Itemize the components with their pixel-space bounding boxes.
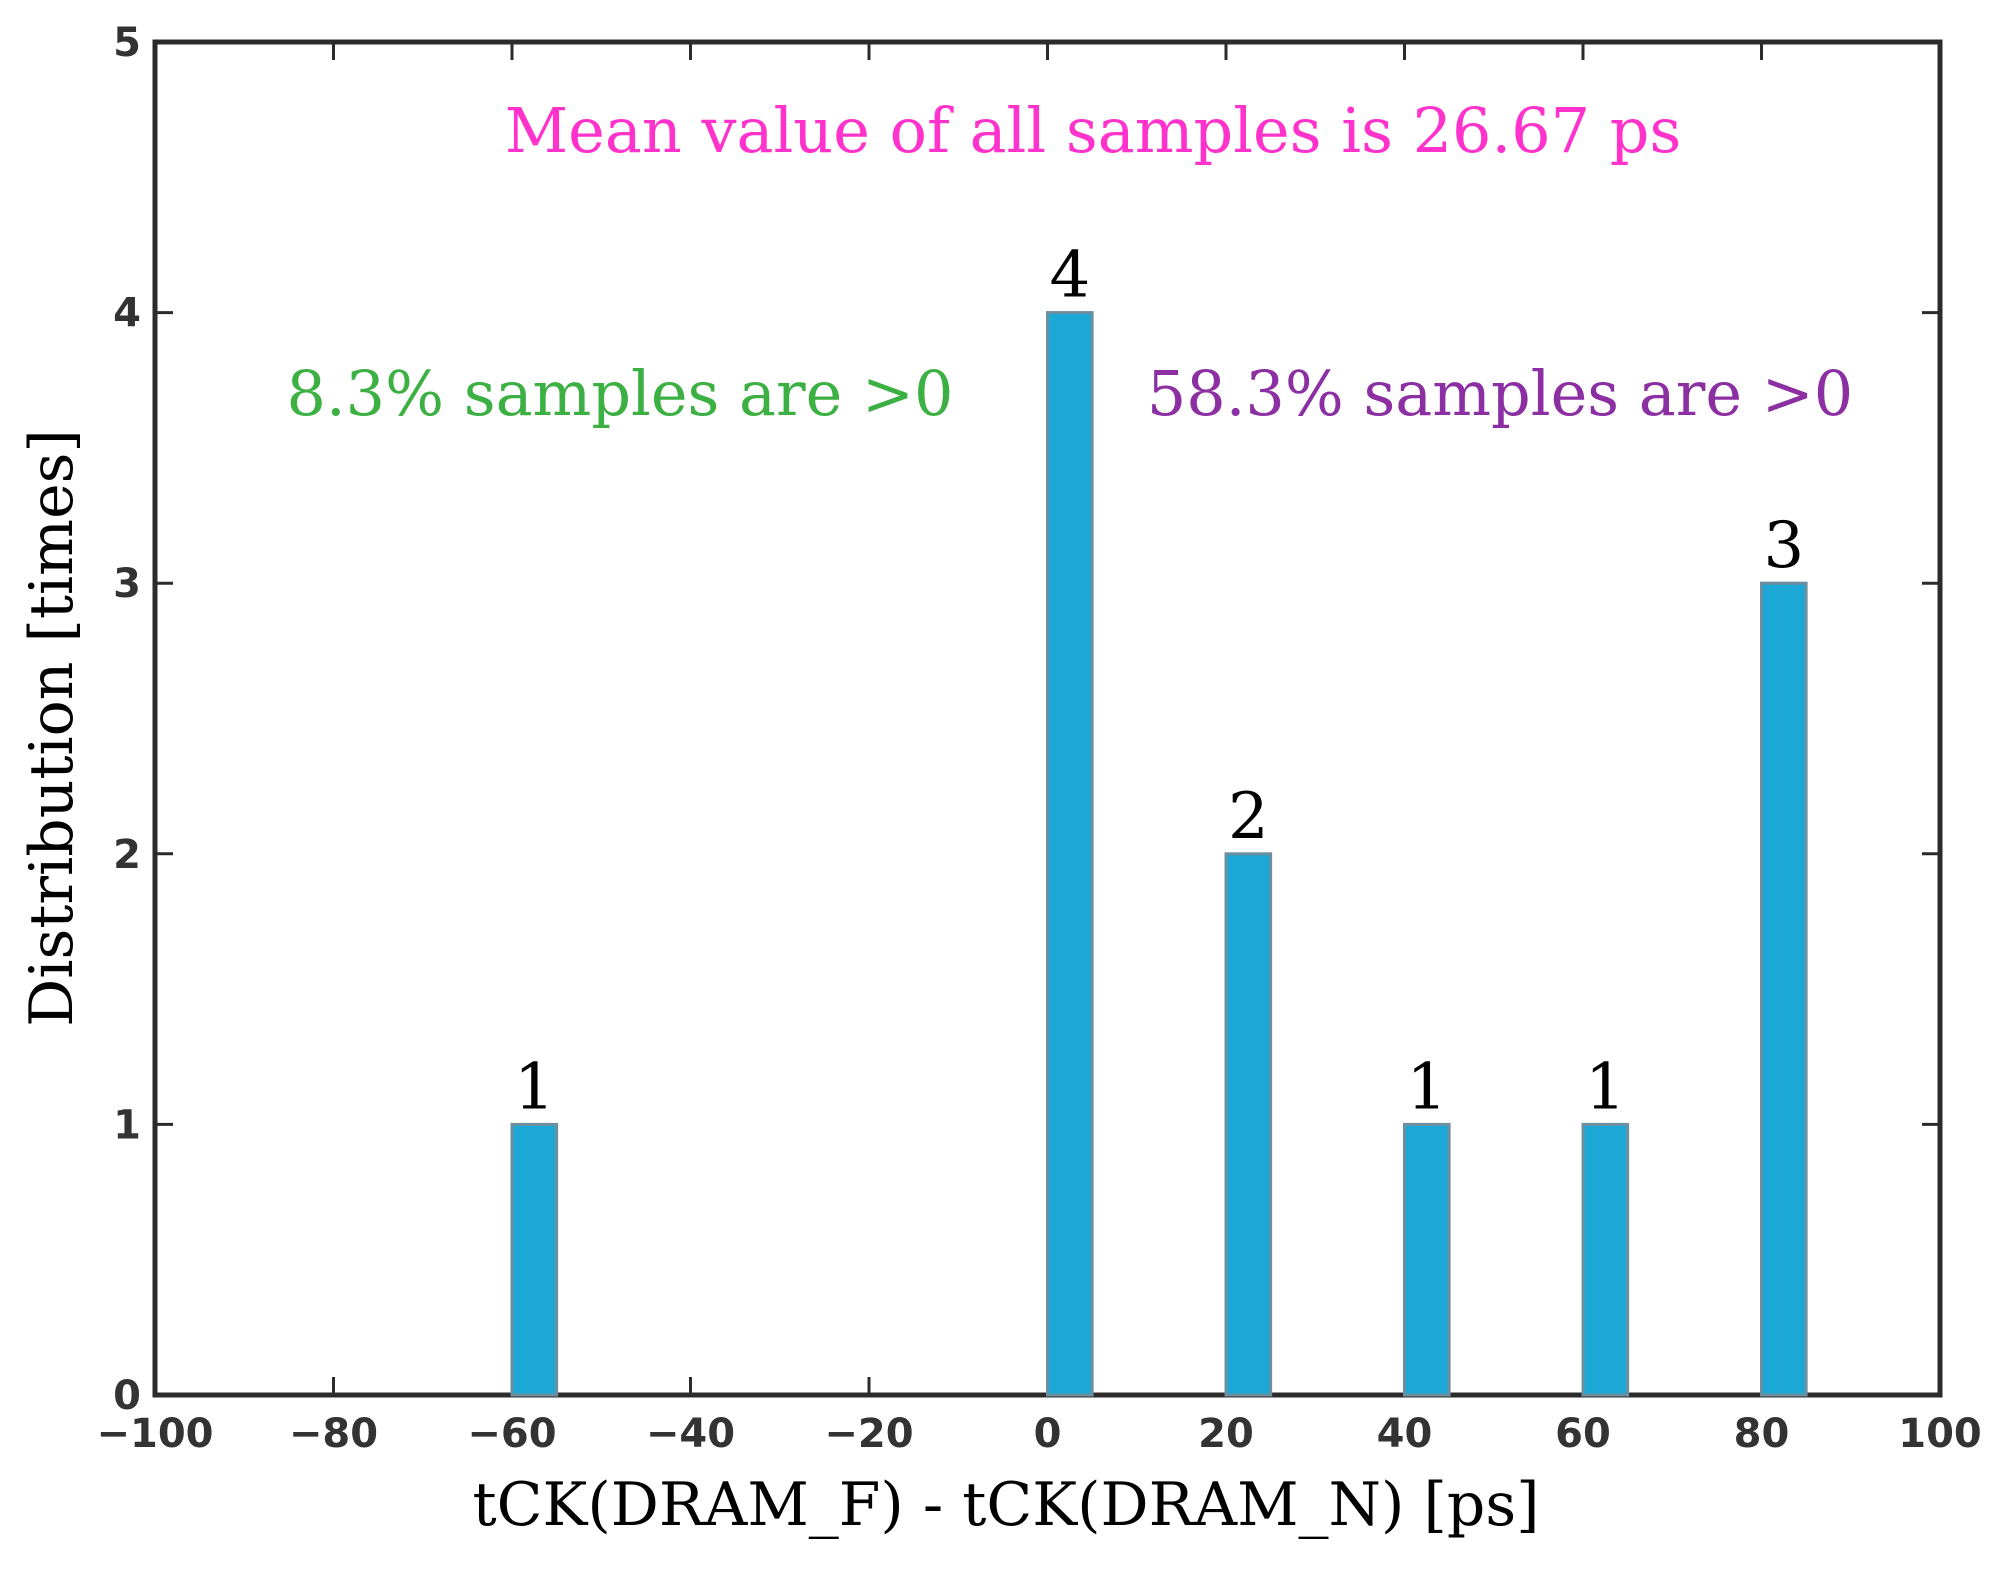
right-percentage-annotation: 58.3% samples are >0 xyxy=(1147,357,1853,430)
bar-0 xyxy=(510,1122,559,1397)
y-tick-label-4: 4 xyxy=(113,291,141,337)
bar-value-label-1: 4 xyxy=(1049,239,1090,313)
y-tick-label-2: 2 xyxy=(113,832,141,878)
bar-value-label-5: 3 xyxy=(1763,509,1804,583)
bar-2 xyxy=(1224,852,1273,1397)
y-tick-label-1: 1 xyxy=(113,1102,141,1148)
x-tick-label-9: 80 xyxy=(1734,1411,1790,1457)
bar-5 xyxy=(1760,581,1808,1397)
x-tick-label-3: −40 xyxy=(646,1411,735,1457)
x-tick-label-0: −100 xyxy=(96,1411,213,1457)
bar-value-label-2: 2 xyxy=(1228,780,1269,854)
x-tick-label-10: 100 xyxy=(1898,1411,1982,1457)
bar-value-labels: 1 4 2 1 1 3 xyxy=(514,239,1804,1125)
x-tick-label-1: −80 xyxy=(289,1411,378,1457)
x-tick-label-2: −60 xyxy=(467,1411,556,1457)
bar-3 xyxy=(1403,1122,1451,1397)
x-tick-label-7: 40 xyxy=(1377,1411,1433,1457)
y-tick-label-0: 0 xyxy=(113,1373,141,1419)
bar-group xyxy=(510,311,1808,1397)
bar-1 xyxy=(1046,311,1094,1397)
x-tick-label-4: −20 xyxy=(824,1411,913,1457)
y-axis-title: Distribution [times] xyxy=(17,429,87,1027)
left-percentage-annotation: 8.3% samples are >0 xyxy=(287,357,954,430)
y-tick-label-5: 5 xyxy=(113,20,141,66)
y-tick-labels: 0 1 2 3 4 5 xyxy=(113,20,141,1419)
bar-value-label-0: 1 xyxy=(514,1050,555,1124)
x-tick-label-8: 60 xyxy=(1555,1411,1611,1457)
x-tick-label-6: 20 xyxy=(1198,1411,1254,1457)
x-tick-label-5: 0 xyxy=(1034,1411,1062,1457)
y-tick-label-3: 3 xyxy=(113,561,141,607)
x-tick-labels: −100 −80 −60 −40 −20 0 20 40 60 80 100 xyxy=(96,1411,1981,1457)
mean-annotation: Mean value of all samples is 26.67 ps xyxy=(505,94,1682,167)
bar-value-label-4: 1 xyxy=(1585,1050,1626,1124)
bar-4 xyxy=(1581,1122,1630,1397)
x-axis-title: tCK(DRAM_F) - tCK(DRAM_N) [ps] xyxy=(472,1470,1539,1540)
bar-value-label-3: 1 xyxy=(1406,1050,1447,1124)
